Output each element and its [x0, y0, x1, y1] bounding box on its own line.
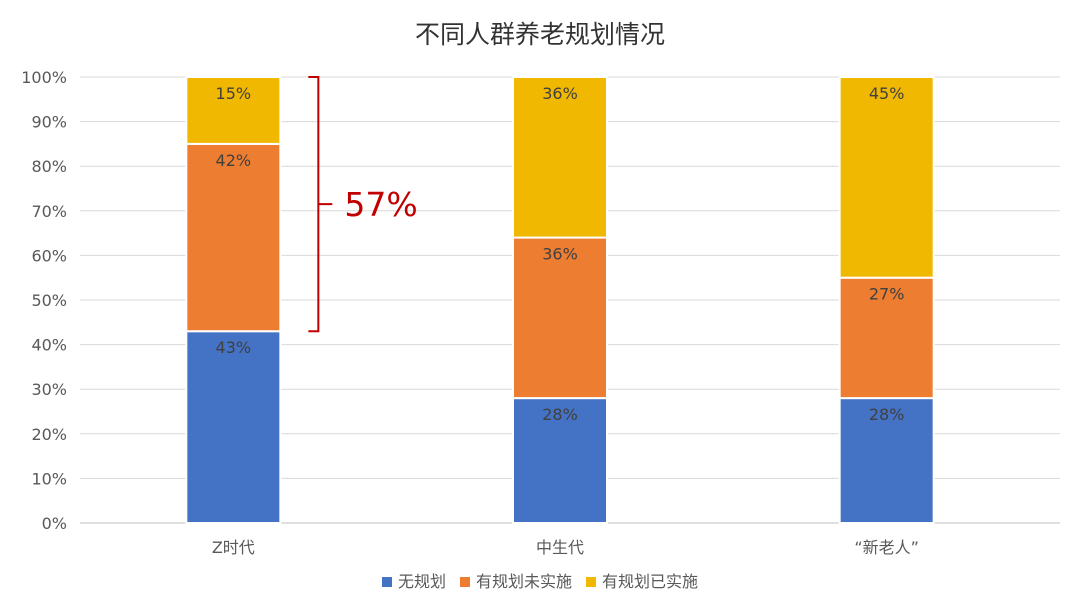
y-tick-label: 30%: [31, 380, 67, 399]
bars: [185, 76, 935, 524]
y-tick-label: 50%: [31, 291, 67, 310]
bar-segment: [512, 236, 608, 400]
data-label: 28%: [542, 405, 578, 424]
data-label: 42%: [216, 151, 252, 170]
x-tick-label: “新老人”: [854, 538, 919, 557]
data-label: 28%: [869, 405, 905, 424]
x-tick-label: 中生代: [536, 538, 584, 557]
bar-segment: [185, 330, 282, 524]
y-tick-label: 70%: [31, 202, 67, 221]
annotation-label: 57%: [344, 185, 417, 224]
bar-segment: [185, 76, 282, 145]
data-label: 27%: [869, 285, 905, 304]
y-tick-label: 60%: [31, 246, 67, 265]
data-label: 43%: [216, 338, 252, 357]
y-tick-label: 80%: [31, 157, 67, 176]
y-tick-label: 90%: [31, 113, 67, 132]
bar-segment: [512, 397, 608, 524]
legend-swatch: [586, 577, 596, 587]
y-tick-label: 0%: [42, 514, 67, 533]
annotation-bracket-line: [308, 76, 333, 333]
y-tick-label: 10%: [31, 469, 67, 488]
chart-title: 不同人群养老规划情况: [415, 20, 665, 49]
data-label: 45%: [869, 84, 905, 103]
data-label: 36%: [542, 245, 578, 264]
legend: 无规划 有规划未实施 有规划已实施: [382, 572, 698, 591]
x-tick-label: Z时代: [212, 538, 255, 557]
data-labels: 43% 42% 15% 28% 36% 36% 28% 27% 45%: [216, 84, 905, 424]
bar-segment: [838, 76, 935, 279]
legend-label: 有规划未实施: [476, 572, 572, 591]
legend-label: 有规划已实施: [602, 572, 698, 591]
bar-segment: [185, 142, 282, 333]
x-axis-tick-labels: Z时代 中生代 “新老人”: [212, 538, 919, 557]
annotation-bracket: 57%: [308, 76, 418, 333]
data-label: 36%: [542, 84, 578, 103]
data-label: 15%: [216, 84, 252, 103]
bar-segment: [512, 76, 608, 239]
legend-swatch: [382, 577, 392, 587]
y-tick-label: 40%: [31, 336, 67, 355]
y-tick-label: 20%: [31, 425, 67, 444]
legend-label: 无规划: [398, 572, 446, 591]
y-tick-label: 100%: [21, 68, 67, 87]
y-axis-tick-labels: 0% 10% 20% 30% 40% 50% 60% 70% 80% 90% 100%: [21, 68, 67, 533]
legend-swatch: [460, 577, 470, 587]
